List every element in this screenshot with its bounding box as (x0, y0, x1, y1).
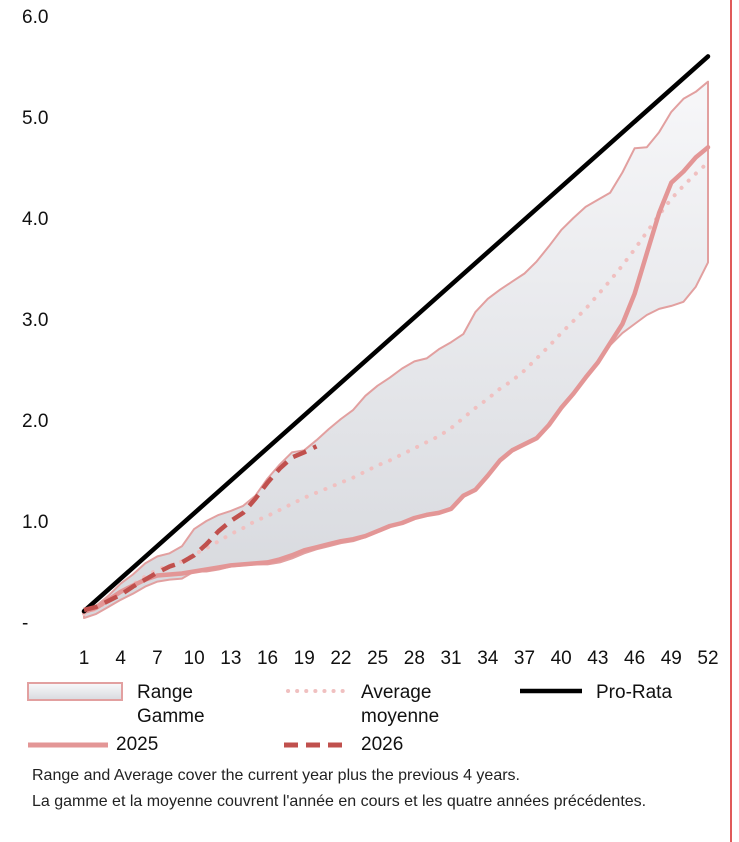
series-2026 (83, 444, 318, 613)
x-axis-ticks: 1 4 7 10 13 16 19 22 25 28 31 34 37 40 43 46 49 52 (79, 648, 719, 669)
note-french: La gamme et la moyenne couvrent l'année … (32, 793, 647, 810)
y-tick-label: 6.0 (22, 7, 48, 28)
y-tick-label: - (22, 613, 28, 634)
x-tick-label: 7 (152, 648, 163, 669)
x-tick-label: 34 (477, 648, 499, 669)
x-tick-label: 22 (330, 648, 351, 669)
x-tick-label: 31 (440, 648, 461, 669)
legend: Range Gamme Average moyenne Pro-Rata 2025 2026 (27, 682, 672, 755)
y-tick-label: 5.0 (22, 108, 48, 129)
y-tick-label: 2.0 (22, 411, 48, 432)
series-pro-rata (81, 54, 711, 614)
x-tick-label: 37 (514, 648, 535, 669)
legend-swatch-range (27, 682, 123, 701)
x-tick-label: 19 (294, 648, 315, 669)
series-layer (81, 54, 711, 616)
x-tick-label: 13 (220, 648, 241, 669)
legend-label-average: Average moyenne (361, 682, 439, 727)
x-tick-label: 49 (661, 648, 682, 669)
range-band-layer (83, 80, 709, 619)
x-tick-label: 25 (367, 648, 388, 669)
y-tick-label: 4.0 (22, 209, 48, 230)
y-tick-label: 1.0 (22, 512, 48, 533)
x-tick-label: 52 (697, 648, 718, 669)
x-tick-label: 10 (184, 648, 205, 669)
range-band (83, 80, 709, 619)
x-tick-label: 43 (587, 648, 608, 669)
series-2025 (81, 145, 711, 615)
legend-label-2025: 2025 (116, 734, 158, 755)
x-tick-label: 1 (79, 648, 90, 669)
note-english: Range and Average cover the current year… (32, 767, 520, 784)
x-tick-label: 16 (257, 648, 278, 669)
chart-area: - 1.0 2.0 3.0 4.0 5.0 6.0 1 4 7 10 13 16 19 22 25 28 31 3… (22, 7, 719, 755)
legend-label-pro-rata: Pro-Rata (596, 682, 672, 703)
x-tick-label: 4 (115, 648, 126, 669)
x-tick-label: 40 (551, 648, 572, 669)
x-tick-label: 28 (404, 648, 425, 669)
x-tick-label: 46 (624, 648, 645, 669)
y-tick-label: 3.0 (22, 310, 48, 331)
right-border-rule (730, 0, 732, 842)
y-axis-ticks: - 1.0 2.0 3.0 4.0 5.0 6.0 (22, 7, 48, 634)
legend-label-range: Range Gamme (137, 682, 205, 727)
legend-label-2026: 2026 (361, 734, 403, 755)
